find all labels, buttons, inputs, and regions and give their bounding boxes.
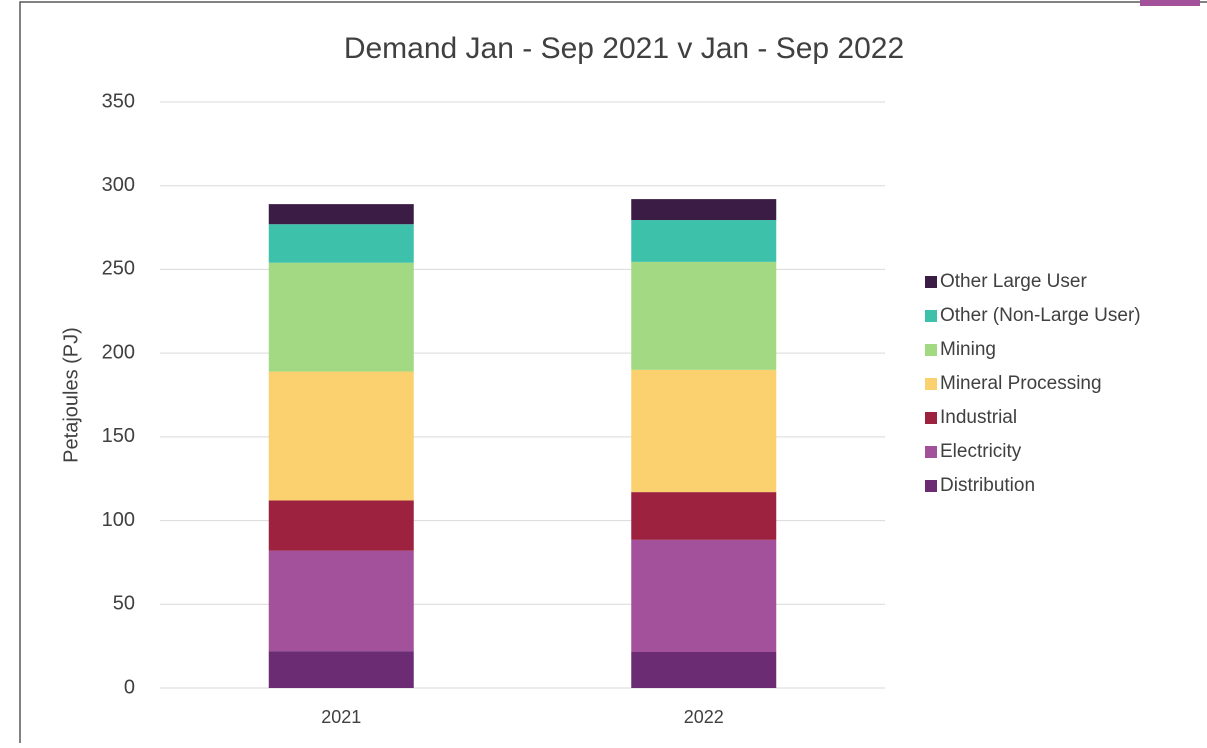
legend-label: Other Large User <box>940 271 1087 292</box>
y-tick-label: 300 <box>102 174 135 196</box>
y-tick-label: 250 <box>102 258 135 280</box>
bar-segment <box>268 651 414 688</box>
legend-swatch <box>925 310 937 322</box>
bar-segment <box>268 550 414 652</box>
legend-label: Other (Non-Large User) <box>940 305 1141 326</box>
bar-segment <box>631 220 777 262</box>
legend-swatch <box>925 344 937 356</box>
bar-segment <box>268 262 414 372</box>
legend-label: Mineral Processing <box>940 373 1102 394</box>
legend-label: Distribution <box>940 475 1035 496</box>
bar-segment <box>631 369 777 493</box>
y-tick-label: 50 <box>113 593 135 615</box>
legend-swatch <box>925 276 937 288</box>
bar-segment <box>631 539 777 653</box>
y-tick-label: 350 <box>102 90 135 112</box>
chart-frame <box>19 1 1207 748</box>
legend-swatch <box>925 378 937 390</box>
bar-segment <box>631 199 777 221</box>
legend-label: Mining <box>940 339 996 360</box>
bar-segment <box>268 371 414 501</box>
x-tick-label: 2022 <box>684 707 724 727</box>
bar-segment <box>268 224 414 263</box>
bar-segment <box>631 492 777 540</box>
bar-segment <box>631 652 777 688</box>
x-tick-label: 2021 <box>321 707 361 727</box>
legend-swatch <box>925 412 937 424</box>
legend-swatch <box>925 480 937 492</box>
bar-segment <box>268 204 414 225</box>
legend-label: Electricity <box>940 441 1022 462</box>
y-tick-label: 0 <box>124 676 135 698</box>
legend-swatch <box>925 446 937 458</box>
chart-title: Demand Jan - Sep 2021 v Jan - Sep 2022 <box>344 32 904 65</box>
decoration <box>1140 0 1200 6</box>
y-tick-label: 200 <box>102 341 135 363</box>
legend-label: Industrial <box>940 407 1017 428</box>
y-axis-label: Petajoules (PJ) <box>60 327 82 463</box>
bar-segment <box>268 500 414 551</box>
y-tick-label: 100 <box>102 509 135 531</box>
y-tick-label: 150 <box>102 425 135 447</box>
bar-segment <box>631 261 777 370</box>
